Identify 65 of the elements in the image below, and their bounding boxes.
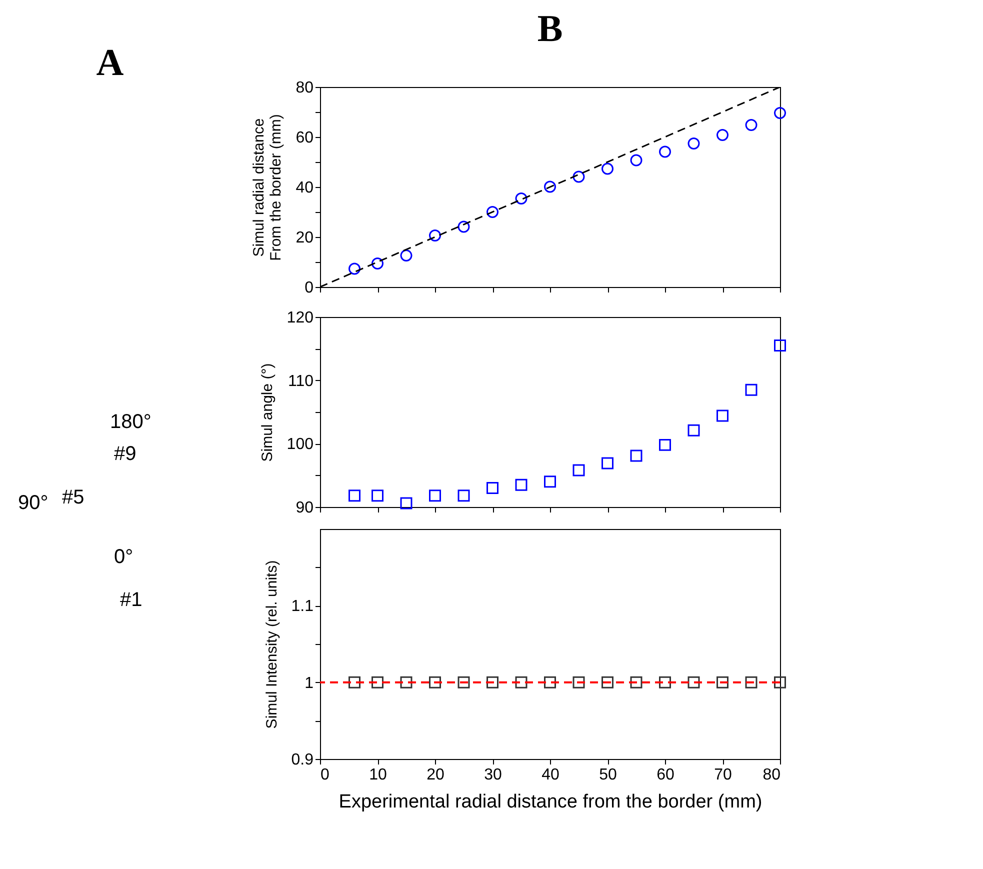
text: #1	[120, 589, 142, 611]
point	[716, 410, 728, 422]
point	[745, 384, 758, 396]
chart-title: B	[537, 8, 563, 50]
point	[486, 206, 498, 218]
x-tick-label: 70	[714, 766, 732, 784]
text: #9	[114, 443, 136, 466]
point	[572, 464, 585, 476]
text: 0°	[114, 546, 134, 568]
y-tick-label: 120	[286, 310, 314, 326]
point	[458, 490, 470, 502]
y-tick-label: 80	[296, 80, 314, 96]
x-tick-label: 20	[426, 766, 444, 784]
point	[630, 450, 642, 462]
point	[688, 138, 700, 150]
text: 180°	[110, 410, 152, 433]
point	[774, 340, 786, 352]
text: #5	[62, 486, 84, 508]
point	[348, 490, 360, 502]
x-tick-label: 10	[369, 766, 387, 784]
point	[429, 230, 441, 242]
y-tick-label: 1	[304, 674, 314, 692]
point	[602, 457, 614, 470]
text: A	[96, 42, 124, 84]
point	[630, 154, 642, 166]
y-tick-label: 110	[288, 372, 314, 390]
x-tick-label: 40	[542, 766, 560, 784]
y-tick-label: 0.9	[291, 752, 314, 768]
y-tick-label: 90	[296, 500, 314, 516]
point	[400, 250, 412, 262]
y-axis-title: Simul angle (°)	[258, 363, 276, 462]
x-tick-label: 60	[656, 766, 674, 784]
y-tick-label: 60	[296, 130, 314, 146]
point	[659, 146, 671, 158]
point	[688, 424, 700, 436]
x-axis-title: Experimental radial distance from the border (mm)	[338, 792, 762, 812]
x-tick-label: 0	[320, 766, 330, 784]
x-tick-label: 50	[599, 766, 617, 784]
point	[515, 192, 528, 204]
y-tick-label: 100	[286, 436, 314, 454]
y-tick-label: 0	[304, 280, 314, 296]
text: 90°	[18, 492, 48, 514]
point	[572, 170, 585, 183]
y-axis-title: Simul Intensity (rel. units)	[263, 560, 280, 729]
y-axis-title: Simul radial distance From the border (mm)	[250, 114, 285, 261]
point	[544, 476, 556, 488]
x-tick-label: 80	[762, 766, 781, 784]
point	[372, 490, 384, 502]
point	[458, 220, 470, 233]
point	[429, 490, 441, 502]
point	[372, 258, 384, 270]
point	[486, 482, 498, 494]
point	[400, 497, 412, 510]
y-tick-label: 40	[296, 180, 314, 196]
point	[348, 262, 360, 275]
point	[745, 119, 758, 131]
point	[602, 162, 614, 175]
point	[515, 478, 528, 491]
point	[544, 180, 556, 193]
point	[659, 438, 671, 451]
point	[716, 129, 728, 141]
y-tick-label: 20	[296, 230, 314, 246]
y-tick-label: 1.1	[291, 598, 314, 616]
x-tick-label: 30	[484, 766, 502, 784]
point	[774, 107, 786, 119]
